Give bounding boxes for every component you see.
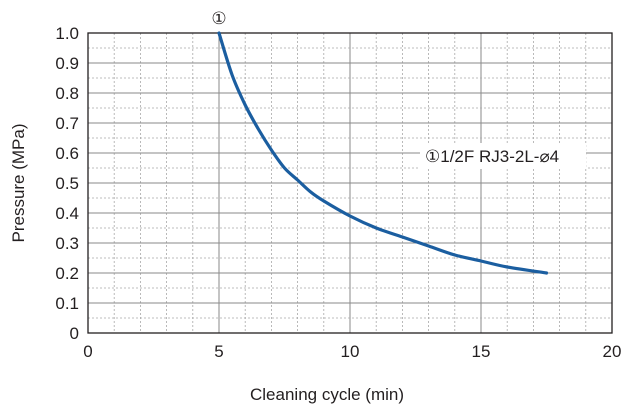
y-tick-label: 1.0 (55, 24, 79, 43)
plot-frame (87, 32, 613, 334)
y-tick-label: 0.9 (55, 54, 79, 73)
tick-labels: 0 5 10 15 20 0 0.1 0.2 0.3 0.4 0.5 0.6 0.7 0.8 0.9 1.0 (55, 24, 621, 361)
curve-marker-label: ① (211, 9, 226, 28)
x-tick-label: 5 (214, 342, 223, 361)
x-tick-label: 0 (83, 342, 92, 361)
y-tick-label: 0 (70, 324, 79, 343)
series-line (217, 31, 549, 275)
y-tick-label: 0.4 (55, 204, 79, 223)
y-tick-label: 0.2 (55, 264, 79, 283)
y-tick-label: 0.1 (55, 294, 79, 313)
x-tick-label: 10 (341, 342, 360, 361)
y-axis-title: Pressure (MPa) (9, 123, 28, 242)
x-axis-title: Cleaning cycle (min) (250, 385, 404, 404)
y-tick-label: 0.8 (55, 84, 79, 103)
x-tick-label: 20 (603, 342, 622, 361)
y-tick-label: 0.6 (55, 144, 79, 163)
x-tick-label: 15 (472, 342, 491, 361)
y-tick-label: 0.3 (55, 234, 79, 253)
legend-label: ①1/2F RJ3-2L-⌀4 (425, 147, 559, 166)
y-tick-label: 0.7 (55, 114, 79, 133)
y-tick-label: 0.5 (55, 174, 79, 193)
legend-box (420, 143, 586, 169)
grid (88, 33, 612, 333)
series-layer (217, 31, 549, 275)
